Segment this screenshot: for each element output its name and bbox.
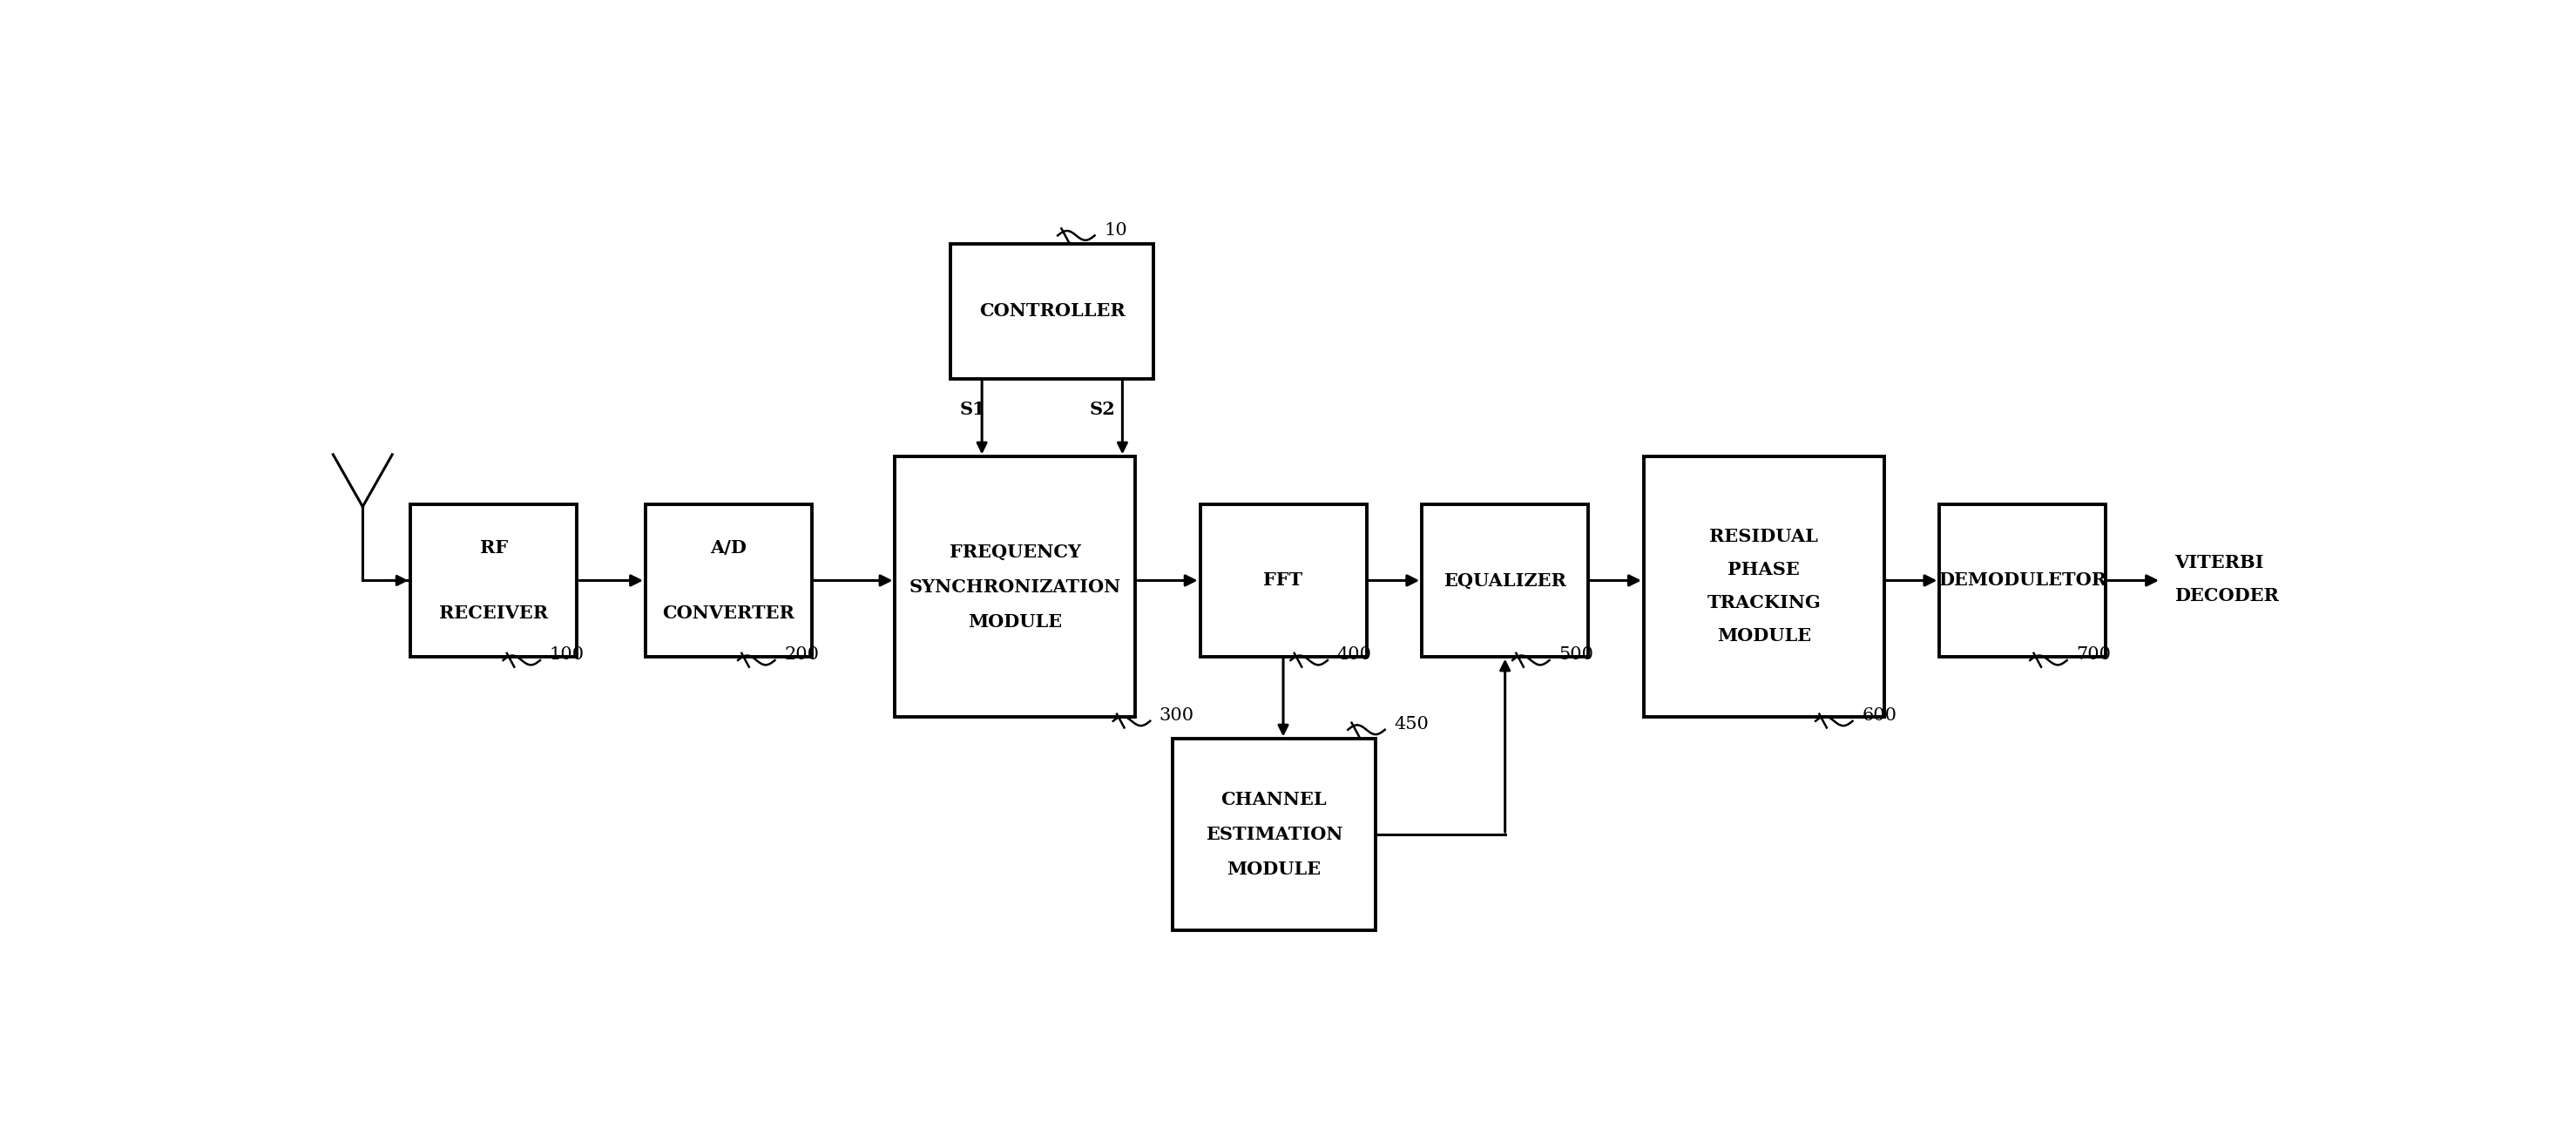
FancyBboxPatch shape xyxy=(1940,504,2105,656)
Text: DEMODULETOR: DEMODULETOR xyxy=(1940,572,2107,589)
FancyBboxPatch shape xyxy=(410,504,577,656)
Text: S1: S1 xyxy=(961,400,987,417)
Text: 700: 700 xyxy=(2076,646,2112,663)
FancyBboxPatch shape xyxy=(1422,504,1589,656)
FancyBboxPatch shape xyxy=(894,457,1136,717)
Text: 300: 300 xyxy=(1159,707,1195,724)
Text: ESTIMATION: ESTIMATION xyxy=(1206,826,1342,844)
Text: MODULE: MODULE xyxy=(1716,627,1811,644)
Text: A/D: A/D xyxy=(711,539,747,556)
Text: CHANNEL: CHANNEL xyxy=(1221,791,1327,809)
FancyBboxPatch shape xyxy=(1172,739,1376,931)
Text: 500: 500 xyxy=(1558,646,1595,663)
Text: 100: 100 xyxy=(549,646,585,663)
Text: MODULE: MODULE xyxy=(1226,861,1321,878)
FancyBboxPatch shape xyxy=(1200,504,1365,656)
Text: TRACKING: TRACKING xyxy=(1708,594,1821,611)
FancyBboxPatch shape xyxy=(647,504,811,656)
Text: DECODER: DECODER xyxy=(2174,587,2280,605)
Text: 450: 450 xyxy=(1394,716,1430,732)
Text: RECEIVER: RECEIVER xyxy=(440,605,549,623)
Text: 200: 200 xyxy=(783,646,819,663)
FancyBboxPatch shape xyxy=(951,244,1154,379)
Text: PHASE: PHASE xyxy=(1728,561,1801,579)
Text: FFT: FFT xyxy=(1265,572,1303,589)
Text: 400: 400 xyxy=(1337,646,1370,663)
Text: 600: 600 xyxy=(1862,707,1896,724)
Text: EQUALIZER: EQUALIZER xyxy=(1443,572,1566,589)
Text: RF: RF xyxy=(479,539,507,556)
Text: MODULE: MODULE xyxy=(969,613,1061,631)
Text: CONTROLLER: CONTROLLER xyxy=(979,302,1126,320)
Text: SYNCHRONIZATION: SYNCHRONIZATION xyxy=(909,579,1121,596)
Text: FREQUENCY: FREQUENCY xyxy=(951,544,1082,561)
Text: S2: S2 xyxy=(1090,400,1115,417)
Text: VITERBI: VITERBI xyxy=(2174,554,2264,572)
Text: RESIDUAL: RESIDUAL xyxy=(1710,528,1819,545)
Text: 10: 10 xyxy=(1105,222,1128,238)
FancyBboxPatch shape xyxy=(1643,457,1883,717)
Text: CONVERTER: CONVERTER xyxy=(662,605,796,623)
